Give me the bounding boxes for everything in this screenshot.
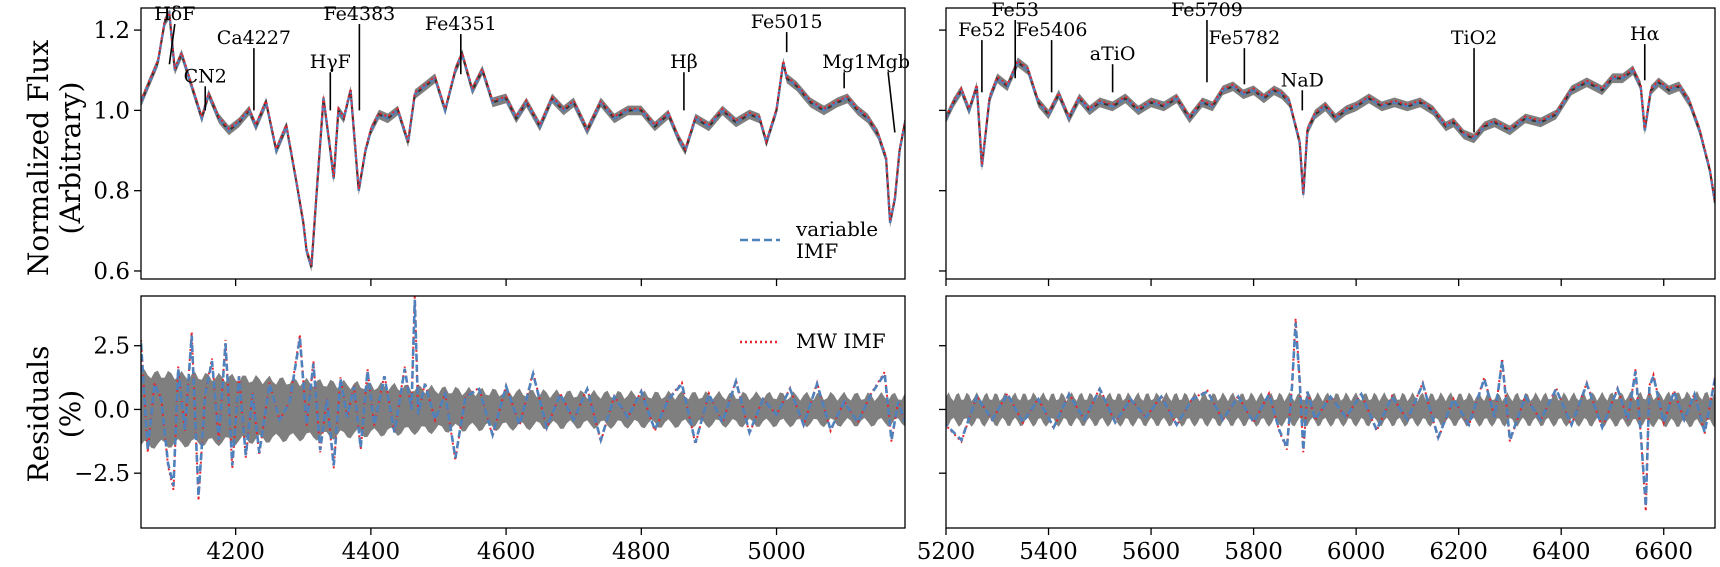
xtick-label: 5600	[1122, 539, 1181, 565]
ytick-label: 1.0	[93, 98, 130, 124]
annotation-label-Fe5406: Fe5406	[1016, 19, 1088, 41]
residual-red-panel: 5200 5400 5600 5800 6000 6200 6400 6600	[917, 295, 1716, 565]
annotation-label-Fe5709: Fe5709	[1171, 0, 1243, 21]
ytick-label: 2.5	[93, 334, 130, 360]
annotation-label-Fe4351: Fe4351	[425, 13, 497, 35]
xtick-label: 4800	[612, 539, 671, 565]
xtick-label: 5400	[1019, 539, 1078, 565]
annotation-label-Fe4383: Fe4383	[324, 3, 396, 25]
flux-ylabel-line2: (Arbitrary)	[54, 82, 87, 235]
legend-variable-imf-label-2: IMF	[796, 239, 838, 263]
annotation-label-HδF: HδF	[154, 3, 195, 25]
annotation-label-Fe5782: Fe5782	[1208, 27, 1280, 49]
xtick-label: 6400	[1532, 539, 1591, 565]
residual-ylabel-line1: Residuals	[22, 346, 55, 483]
ytick-label: 0.6	[93, 259, 130, 285]
xtick-label: 5000	[747, 539, 806, 565]
ytick-label: 1.2	[93, 18, 130, 44]
variable-imf-residual-line	[141, 299, 905, 497]
flux_blue-plot-area	[141, 9, 905, 272]
xtick-label: 6600	[1634, 539, 1693, 565]
variable-imf-model-line	[946, 60, 1715, 203]
xtick-label: 5800	[1224, 539, 1283, 565]
annotation-label-HγF: HγF	[310, 51, 351, 73]
data-uncertainty-band	[946, 57, 1715, 208]
flux-ylabel-line1: Normalized Flux	[22, 40, 55, 276]
annotation-label-aTiO: aTiO	[1090, 43, 1136, 65]
xtick-label: 6200	[1429, 539, 1488, 565]
annotation-line-HδF	[168, 23, 176, 65]
annotation-label-CN2: CN2	[184, 65, 227, 87]
xtick-label: 4600	[477, 539, 536, 565]
annotation-label-Hβ: Hβ	[670, 51, 698, 73]
ytick-label: 0.8	[93, 179, 130, 205]
mw-imf-model-line	[141, 9, 905, 266]
annotation-label-Mgb: Mgb	[866, 51, 910, 73]
annotation-label-Ca4227: Ca4227	[217, 27, 291, 49]
variable-imf-residual-line	[946, 322, 1715, 507]
observed-spectrum-line	[946, 60, 1715, 203]
flux_blue-frame	[140, 7, 906, 280]
variable-imf-model-line	[141, 10, 905, 268]
annotation-label-Hα: Hα	[1630, 23, 1660, 45]
ytick-label: 0.0	[93, 397, 130, 423]
annotation-label-TiO2: TiO2	[1451, 27, 1497, 49]
legend-variable-imf-label-1: variable	[795, 217, 878, 241]
xtick-label: 4200	[206, 539, 265, 565]
flux-blue-panel: HδF CN2 Ca4227 HγF Fe4383 Fe4351 Hβ Fe5015 Mg1 Mg…	[93, 3, 910, 286]
resid_red-plot-area	[946, 318, 1715, 512]
ytick-label: −2.5	[74, 461, 130, 487]
xtick-label: 5200	[917, 539, 976, 565]
annotation-label-Fe52: Fe52	[958, 19, 1006, 41]
annotation-label-Mg1: Mg1	[822, 51, 866, 73]
xtick-label: 6000	[1327, 539, 1386, 565]
annotation-line-Mgb	[887, 72, 896, 133]
flux_red-plot-area	[946, 57, 1715, 208]
mw-imf-model-line	[946, 59, 1715, 202]
residual-ylabel-line2: (%)	[54, 390, 87, 438]
annotation-label-NaD: NaD	[1281, 69, 1324, 91]
resid_blue-plot-area	[141, 296, 905, 501]
annotation-label-Fe53: Fe53	[991, 0, 1039, 21]
residual-blue-panel: −2.5 0.0 2.5 4200 4400 4600 4800 5000	[74, 295, 906, 565]
resid_blue-frame	[140, 295, 906, 529]
legend-mw-imf-label: MW IMF	[796, 329, 886, 353]
legend: variable IMF MW IMF	[740, 217, 886, 353]
resid_red-frame	[945, 295, 1716, 529]
residual-uncertainty-band	[946, 391, 1715, 429]
annotation-label-Fe5015: Fe5015	[751, 11, 823, 33]
xtick-label: 4400	[342, 539, 401, 565]
flux_red-frame	[945, 7, 1716, 280]
